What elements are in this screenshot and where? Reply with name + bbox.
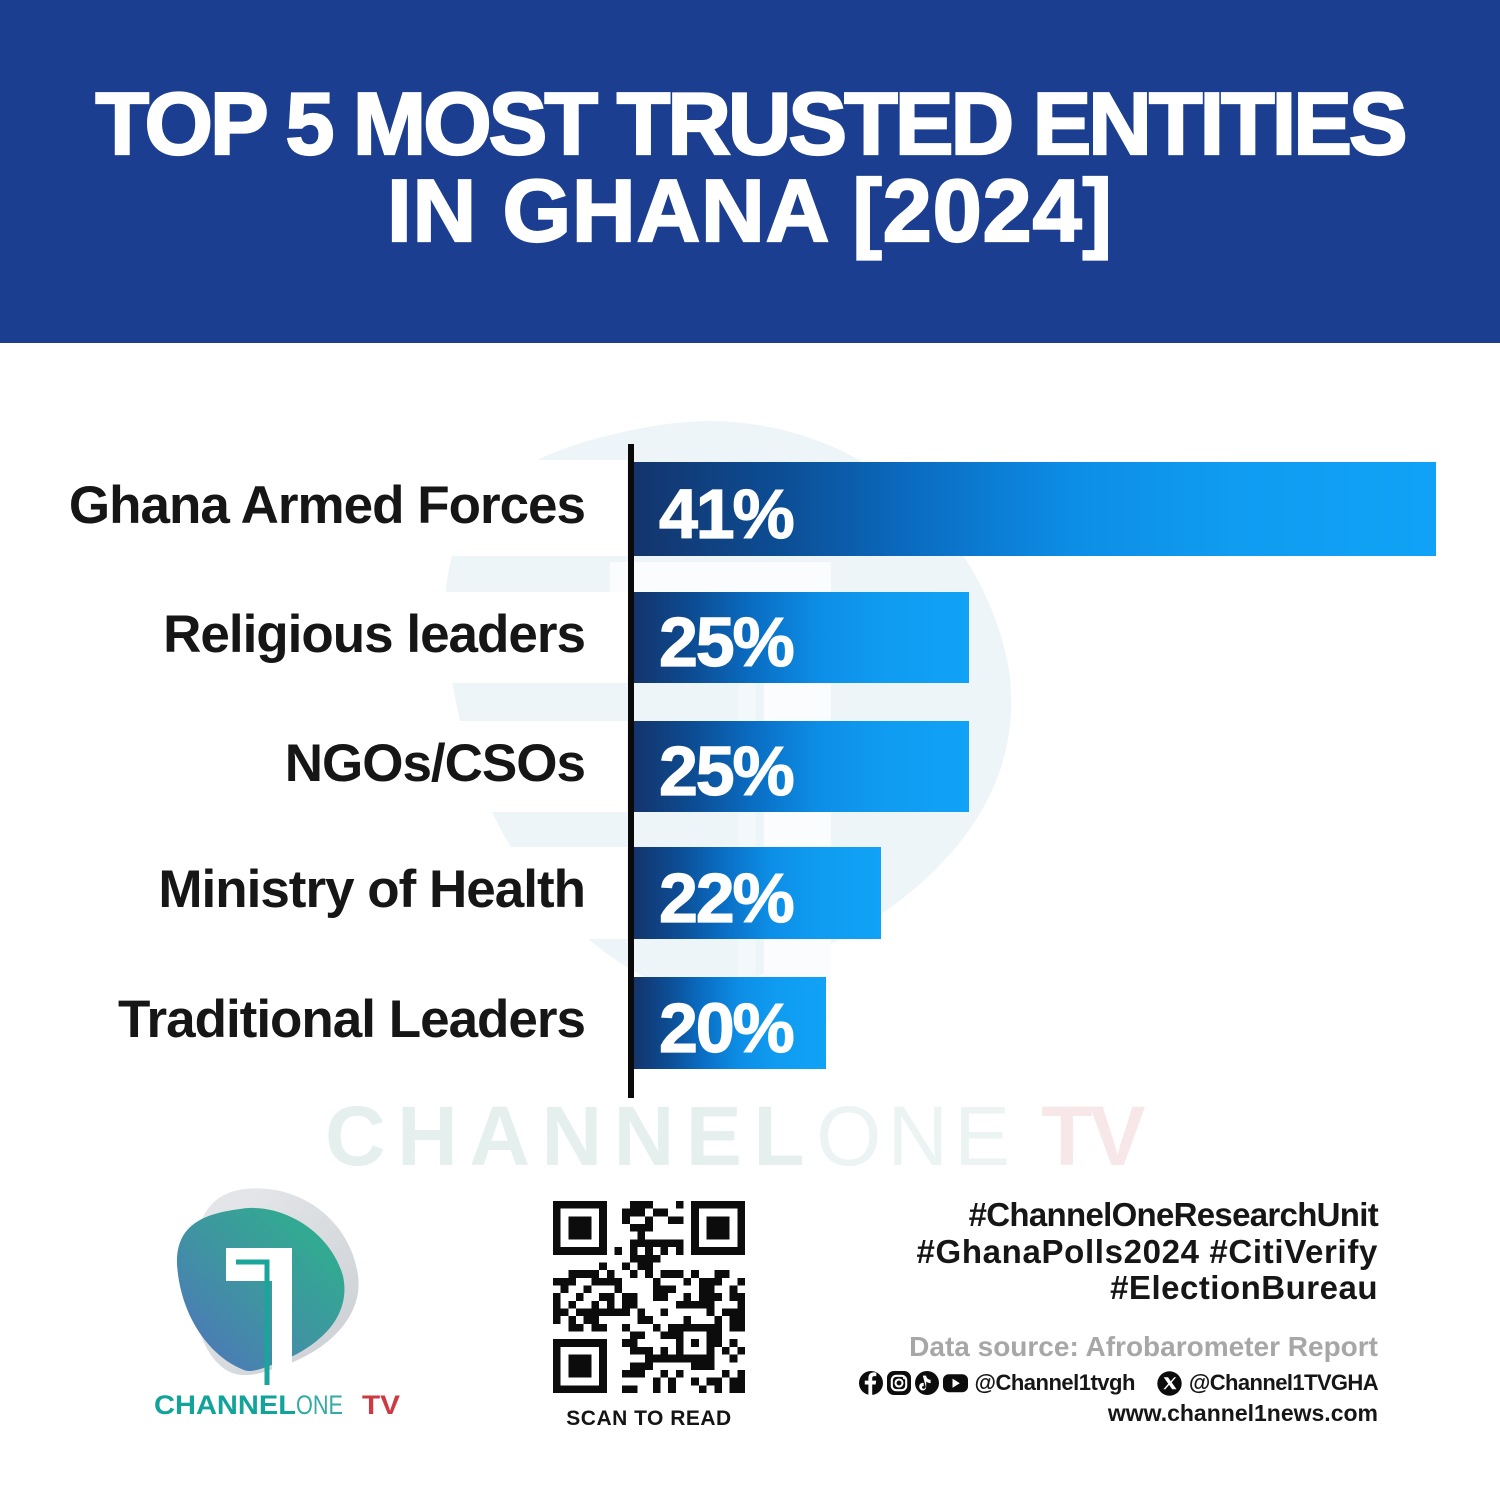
svg-text:TV: TV (362, 1390, 400, 1420)
svg-text:CHANNEL: CHANNEL (154, 1390, 296, 1420)
svg-text:ONE: ONE (296, 1390, 343, 1420)
